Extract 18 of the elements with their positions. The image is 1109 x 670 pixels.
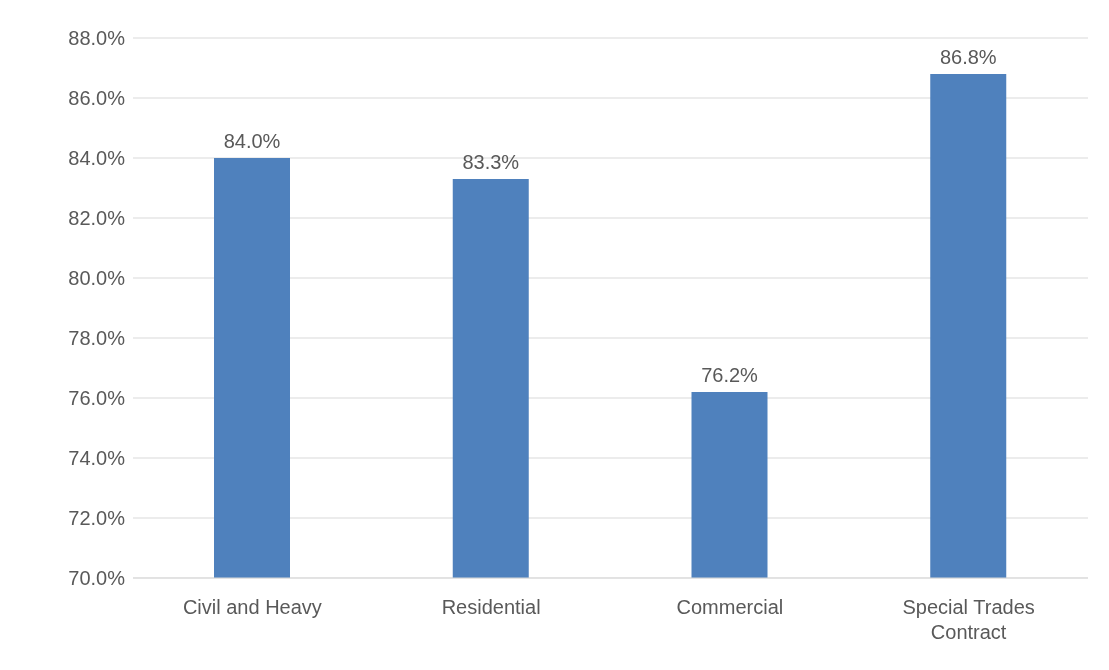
y-tick-label: 80.0% <box>68 267 126 290</box>
data-label: 76.2% <box>701 364 759 386</box>
y-tick-label: 70.0% <box>68 567 126 590</box>
y-tick-label: 78.0% <box>68 327 126 350</box>
y-tick-label: 84.0% <box>68 147 126 170</box>
y-tick-label: 72.0% <box>68 507 126 530</box>
y-tick-label: 86.0% <box>68 87 126 110</box>
x-tick-label: Residential <box>441 596 541 618</box>
x-tick-label: Special Trades Contract <box>902 596 1035 643</box>
y-tick-label: 76.0% <box>68 387 126 410</box>
data-label: 86.8% <box>939 46 997 68</box>
y-tick-label: 88.0% <box>68 27 126 50</box>
data-label: 83.3% <box>462 151 520 173</box>
x-tick-label: Commercial <box>676 596 784 618</box>
y-tick-label: 74.0% <box>68 447 126 470</box>
data-label: 84.0% <box>223 130 281 152</box>
y-tick-label: 82.0% <box>68 207 126 230</box>
x-tick-label: Civil and Heavy <box>182 596 322 618</box>
